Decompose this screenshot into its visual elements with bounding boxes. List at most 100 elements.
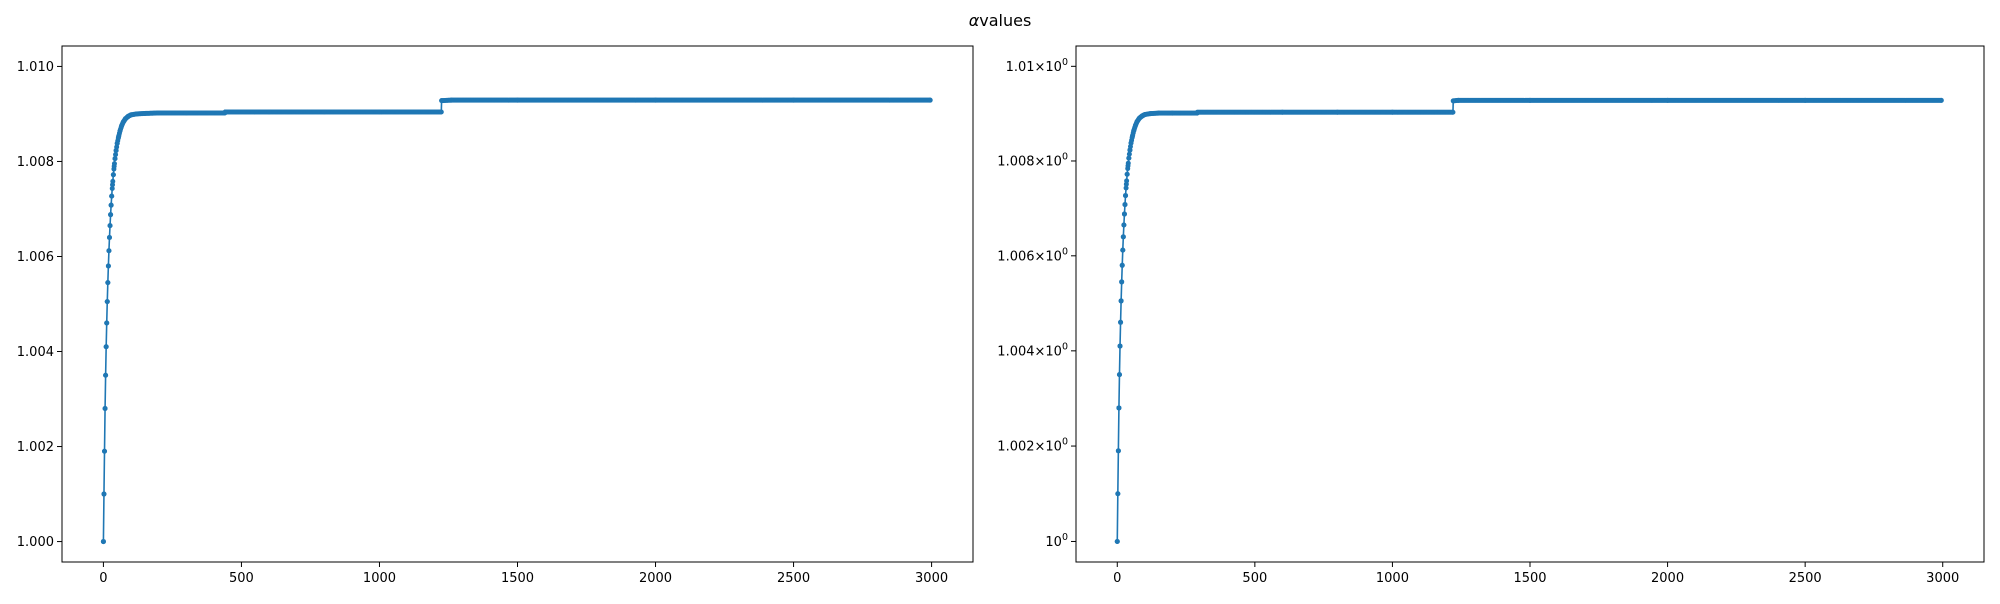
data-point bbox=[128, 112, 134, 118]
data-point bbox=[110, 182, 116, 188]
data-point bbox=[1126, 155, 1132, 161]
data-point bbox=[653, 97, 659, 103]
data-point bbox=[1802, 97, 1808, 103]
y-tick-label: 1.002 bbox=[17, 440, 54, 455]
x-tick-label: 3000 bbox=[915, 571, 948, 586]
data-point bbox=[1389, 109, 1395, 115]
y-tick-label: 1.006 bbox=[17, 250, 54, 265]
y-tick-label: 1.004 bbox=[17, 345, 54, 360]
data-point bbox=[109, 193, 115, 199]
data-point bbox=[1123, 181, 1129, 187]
data-point bbox=[113, 148, 119, 154]
x-tick-label: 1500 bbox=[501, 571, 534, 586]
series-line bbox=[102, 99, 931, 542]
x-tick-label: 1500 bbox=[1513, 571, 1546, 586]
y-tick-label: 1.010 bbox=[17, 60, 54, 75]
figure-title-text: values bbox=[979, 11, 1032, 30]
subplot-1: 0 500 1000 1500 2000 2500 3000 1.000 1.002 1.004 1… bbox=[17, 45, 974, 586]
data-point bbox=[1118, 319, 1124, 325]
subplot-2: 0 500 1000 1500 2000 2500 3000 100 1.002×100 1.00… bbox=[997, 45, 1985, 586]
data-point bbox=[106, 234, 112, 240]
data-point bbox=[1450, 98, 1456, 104]
data-point bbox=[1527, 97, 1533, 103]
data-point bbox=[1142, 112, 1148, 118]
x-tick-label: 1000 bbox=[363, 571, 396, 586]
data-point bbox=[1117, 343, 1123, 349]
data-point bbox=[1123, 185, 1129, 191]
data-point bbox=[448, 97, 454, 103]
data-point bbox=[111, 163, 117, 169]
y-tick-label: 1.000 bbox=[17, 535, 54, 550]
data-point bbox=[114, 140, 120, 146]
data-point bbox=[104, 299, 110, 305]
data-point bbox=[1131, 128, 1137, 134]
x-tick-label: 0 bbox=[99, 571, 107, 586]
data-point bbox=[439, 98, 445, 104]
data-point bbox=[105, 280, 111, 286]
data-point bbox=[222, 109, 228, 115]
data-point bbox=[108, 202, 114, 208]
data-point bbox=[1127, 147, 1133, 153]
data-point bbox=[1116, 372, 1122, 378]
data-point bbox=[1115, 448, 1121, 454]
data-point bbox=[1147, 111, 1153, 117]
data-point bbox=[102, 448, 108, 454]
data-point bbox=[1118, 298, 1124, 304]
data-point bbox=[1120, 234, 1126, 240]
data-point bbox=[321, 109, 327, 115]
data-point bbox=[117, 128, 123, 134]
data-point bbox=[1121, 211, 1127, 217]
y-tick-label: 1.008×100 bbox=[997, 151, 1068, 169]
data-point bbox=[1115, 491, 1121, 497]
data-point bbox=[119, 123, 125, 129]
data-point bbox=[515, 97, 520, 103]
x-tick-label: 2500 bbox=[777, 571, 810, 586]
data-point bbox=[1334, 109, 1340, 115]
data-point bbox=[110, 172, 116, 178]
x-tick-label: 500 bbox=[1242, 571, 1267, 586]
data-point bbox=[1121, 222, 1127, 228]
data-point bbox=[1455, 97, 1461, 103]
data-point bbox=[156, 110, 162, 116]
data-point bbox=[105, 263, 111, 269]
x-tick-label: 2500 bbox=[1789, 571, 1822, 586]
data-point bbox=[1156, 110, 1162, 116]
data-point bbox=[107, 223, 113, 229]
data-point bbox=[1129, 133, 1135, 139]
series-line bbox=[1116, 99, 1942, 542]
data-point bbox=[113, 152, 119, 158]
data-point bbox=[104, 320, 110, 326]
figure-title: αvalues bbox=[0, 11, 2000, 30]
data-point bbox=[183, 110, 189, 116]
x-tick-label: 3000 bbox=[1926, 571, 1959, 586]
data-point bbox=[1122, 202, 1128, 208]
series-markers bbox=[1114, 97, 1944, 544]
axes-frame bbox=[1075, 45, 1985, 563]
data-point bbox=[101, 491, 107, 497]
data-point bbox=[1119, 262, 1125, 268]
data-point bbox=[100, 539, 106, 545]
y-tick-label: 1.004×100 bbox=[997, 341, 1068, 359]
data-point bbox=[103, 344, 109, 350]
data-point bbox=[927, 97, 933, 103]
data-point bbox=[134, 111, 140, 117]
x-tick-label: 0 bbox=[1113, 571, 1121, 586]
x-tick-label: 1000 bbox=[1376, 571, 1409, 586]
data-point bbox=[1126, 151, 1132, 157]
data-point bbox=[1120, 247, 1126, 253]
axes-frame bbox=[61, 45, 974, 563]
data-point bbox=[1132, 122, 1138, 128]
x-tick-label: 500 bbox=[229, 571, 254, 586]
data-point bbox=[438, 109, 444, 115]
data-point bbox=[116, 134, 122, 140]
data-point bbox=[1119, 279, 1125, 285]
data-point bbox=[1665, 97, 1671, 103]
data-point bbox=[112, 156, 118, 162]
y-tick-label: 1.008 bbox=[17, 155, 54, 170]
data-point bbox=[106, 248, 112, 254]
figure-title-symbol: α bbox=[968, 11, 980, 30]
series-markers bbox=[100, 97, 933, 545]
data-point bbox=[1450, 109, 1456, 115]
